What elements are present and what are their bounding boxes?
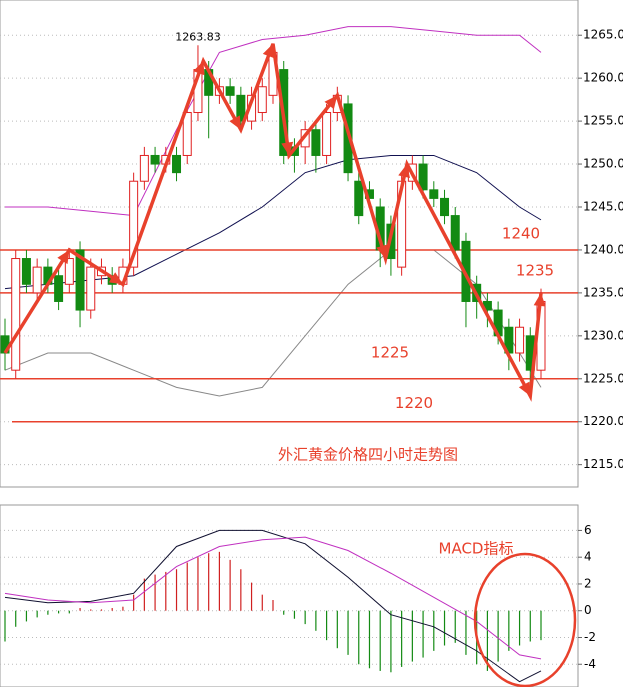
candle-body <box>515 326 525 354</box>
y-tick-label: 1255.0 <box>583 114 623 128</box>
highlight-ellipse <box>473 552 577 687</box>
y-tick-label: 0 <box>584 603 592 617</box>
candle-body <box>54 275 64 302</box>
y-tick-label: 1235.0 <box>583 285 623 299</box>
trend-arrowhead <box>324 95 338 110</box>
y-tick-label: 1240.0 <box>583 242 623 256</box>
macd-frame <box>0 504 579 687</box>
candle-body <box>322 112 332 156</box>
y-tick-label: 1230.0 <box>583 328 623 342</box>
trend-arrowhead <box>57 249 70 265</box>
high-label: 1263.83 <box>175 30 221 43</box>
macd-line <box>4 536 542 660</box>
y-tick-label: -4 <box>584 657 596 671</box>
candle-body <box>257 86 267 114</box>
trend-arrowhead <box>376 244 388 259</box>
y-tick-label: 6 <box>584 523 592 537</box>
trend-arrowhead <box>262 43 275 59</box>
candle-body <box>311 129 321 156</box>
trend-arrowhead <box>193 60 205 76</box>
y-tick-label: 1250.0 <box>583 157 623 171</box>
y-tick-label: 1225.0 <box>583 371 623 385</box>
candle-body <box>440 197 450 217</box>
candle-body <box>150 154 160 165</box>
candle-body <box>172 154 182 174</box>
candle-body <box>86 266 96 311</box>
y-tick-label: 1260.0 <box>583 71 623 85</box>
candle-body <box>139 154 149 182</box>
candle-body <box>354 180 364 217</box>
y-tick-label: 1220.0 <box>583 414 623 428</box>
chart-title: 外汇黄金价格四小时走势图 <box>278 446 458 464</box>
candle-body <box>418 163 428 191</box>
y-tick-label: 4 <box>584 550 592 564</box>
candle-body <box>225 86 235 96</box>
y-tick-label: 1245.0 <box>583 199 623 213</box>
level-label: 1220 <box>395 394 433 412</box>
price-frame <box>0 0 579 488</box>
candle-body <box>236 94 246 122</box>
y-tick-label: 2 <box>584 576 592 590</box>
level-label: 1235 <box>516 261 554 279</box>
macd-title: MACD指标 <box>439 540 514 558</box>
trend-arrowhead <box>518 381 531 396</box>
trend-arrowhead <box>108 272 123 285</box>
y-tick-label: -2 <box>584 630 596 644</box>
macd-line <box>4 529 542 683</box>
candle-body <box>32 266 42 294</box>
candle-body <box>11 258 21 371</box>
trend-arrowhead <box>398 164 410 179</box>
candle-body <box>21 258 31 285</box>
y-tick-label: 1215.0 <box>583 457 623 471</box>
band-line <box>5 26 542 217</box>
candle-body <box>64 258 74 285</box>
candle-body <box>75 249 85 311</box>
level-label: 1240 <box>502 224 540 242</box>
candle-body <box>343 103 353 174</box>
candle-body <box>429 189 439 199</box>
trend-arrowhead <box>281 141 294 156</box>
y-tick-label: 1265.0 <box>583 28 623 42</box>
band-line <box>4 249 542 397</box>
trend-arrowhead <box>229 115 241 130</box>
candle-body <box>129 180 139 268</box>
candle-body <box>450 215 460 251</box>
level-label: 1225 <box>371 343 409 361</box>
trend-arrowhead <box>533 292 546 307</box>
candle-body <box>182 112 192 156</box>
band-line <box>4 154 542 290</box>
